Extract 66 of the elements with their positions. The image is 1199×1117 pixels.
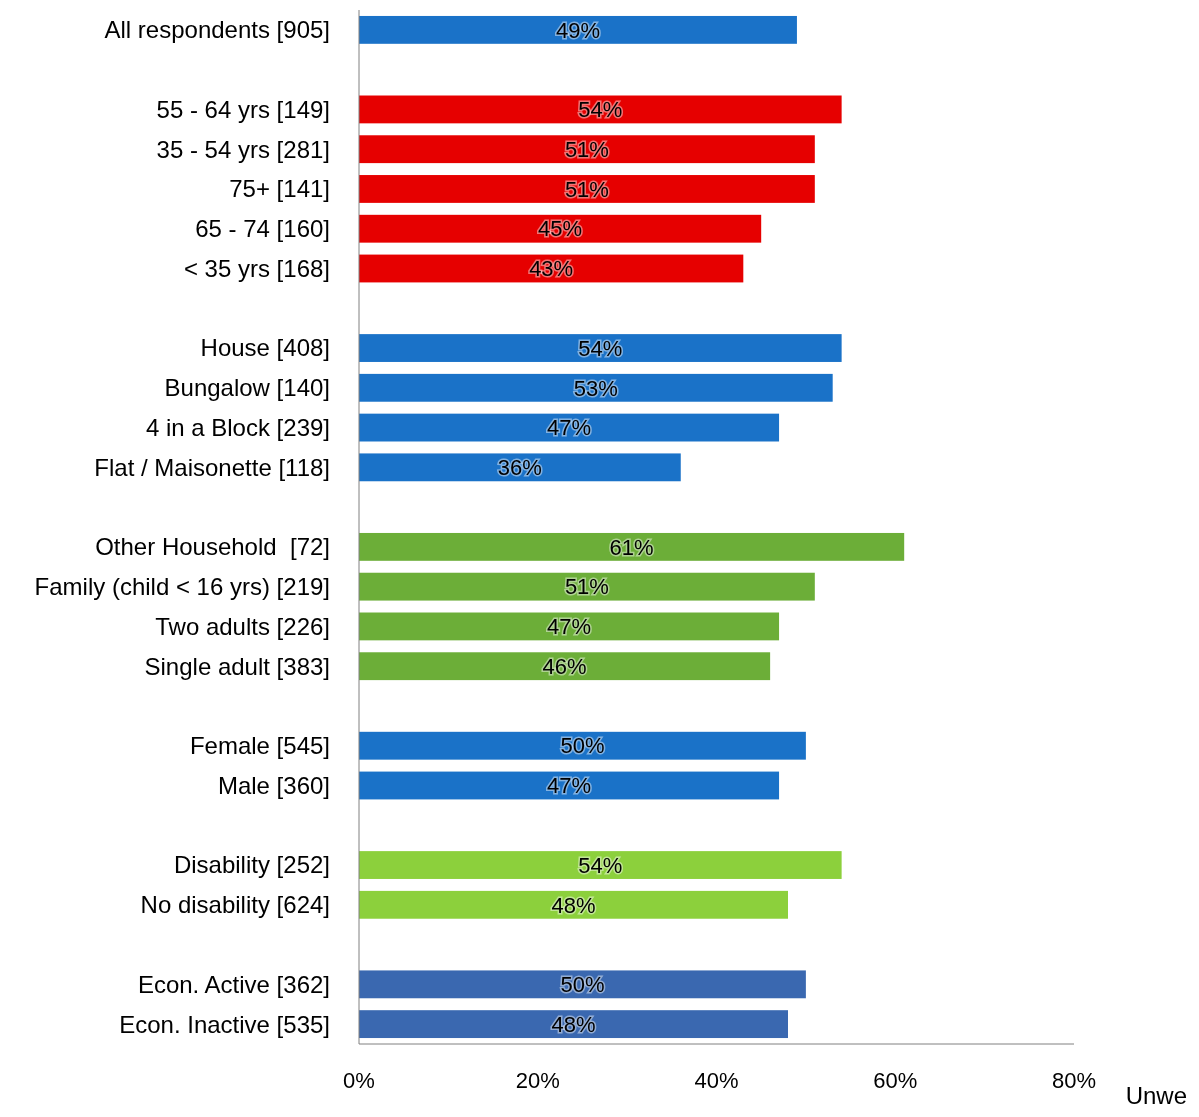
y-tick-label: No disability [624] bbox=[140, 891, 330, 919]
bar bbox=[359, 731, 806, 760]
y-tick-label: 35 - 54 yrs [281] bbox=[156, 135, 330, 163]
data-label: 51% bbox=[564, 574, 609, 600]
y-tick-label: Flat / Maisonette [118] bbox=[94, 453, 330, 481]
bar bbox=[359, 254, 744, 283]
x-tick-label: 80% bbox=[1051, 1067, 1097, 1093]
data-label: 43% bbox=[529, 256, 574, 282]
bar bbox=[359, 175, 815, 203]
data-label: 51% bbox=[564, 176, 609, 202]
bar bbox=[359, 413, 780, 442]
bar bbox=[359, 851, 842, 879]
data-label: 50% bbox=[560, 972, 605, 998]
bar bbox=[359, 95, 842, 124]
y-tick-label: Econ. Active [362] bbox=[137, 970, 330, 998]
y-tick-label: 55 - 64 yrs [149] bbox=[156, 95, 330, 123]
data-label: 53% bbox=[573, 375, 618, 401]
bar bbox=[359, 532, 905, 561]
bar bbox=[359, 373, 833, 402]
x-tick-label: 40% bbox=[694, 1067, 739, 1093]
y-tick-label: Two adults [226] bbox=[155, 612, 330, 640]
y-tick-label: Family (child < 16 yrs) [219] bbox=[34, 573, 330, 601]
bar bbox=[359, 1010, 788, 1039]
data-label: 36% bbox=[497, 455, 542, 481]
data-label: 50% bbox=[560, 733, 605, 759]
data-label: 45% bbox=[538, 216, 583, 242]
data-label: 47% bbox=[547, 614, 592, 640]
y-tick-label: Other Household [72] bbox=[95, 533, 330, 561]
bar bbox=[359, 15, 797, 44]
data-label: 47% bbox=[547, 773, 592, 799]
bar bbox=[359, 890, 788, 919]
y-tick-label: Male [360] bbox=[217, 771, 330, 799]
data-label: 54% bbox=[578, 97, 623, 123]
data-label: 54% bbox=[578, 852, 623, 878]
data-label: 61% bbox=[609, 534, 654, 560]
y-tick-label: Female [545] bbox=[189, 732, 330, 760]
data-label: 47% bbox=[547, 415, 592, 441]
bar bbox=[359, 652, 771, 681]
bar bbox=[359, 612, 780, 641]
data-label: 48% bbox=[551, 1011, 596, 1037]
y-tick-label: Single adult [383] bbox=[144, 652, 330, 680]
bar bbox=[359, 970, 806, 999]
bar bbox=[359, 214, 762, 243]
x-tick-label: 20% bbox=[515, 1067, 560, 1093]
data-label: 46% bbox=[542, 653, 587, 679]
x-tick-label: 60% bbox=[873, 1067, 918, 1093]
y-tick-label: Econ. Inactive [535] bbox=[119, 1010, 330, 1038]
data-label: 51% bbox=[564, 136, 609, 162]
y-tick-label: All respondents [905] bbox=[104, 16, 330, 44]
data-label: 48% bbox=[551, 892, 596, 918]
bar bbox=[359, 334, 842, 362]
y-tick-label: House [408] bbox=[200, 334, 330, 362]
bar bbox=[359, 572, 815, 601]
data-label: 49% bbox=[555, 17, 600, 43]
data-label: 54% bbox=[578, 335, 623, 361]
x-tick-label: 0% bbox=[343, 1067, 375, 1093]
bar bbox=[359, 135, 815, 164]
y-tick-label: 65 - 74 [160] bbox=[195, 215, 330, 243]
bar bbox=[359, 453, 681, 482]
y-tick-label: Disability [252] bbox=[173, 851, 330, 879]
y-tick-label: < 35 yrs [168] bbox=[183, 254, 330, 282]
y-tick-label: 4 in a Block [239] bbox=[145, 413, 330, 441]
y-tick-label: 75+ [141] bbox=[229, 175, 330, 203]
bar bbox=[359, 771, 780, 800]
y-tick-label: Bungalow [140] bbox=[164, 374, 330, 402]
text: Unwe bbox=[1125, 1082, 1187, 1109]
